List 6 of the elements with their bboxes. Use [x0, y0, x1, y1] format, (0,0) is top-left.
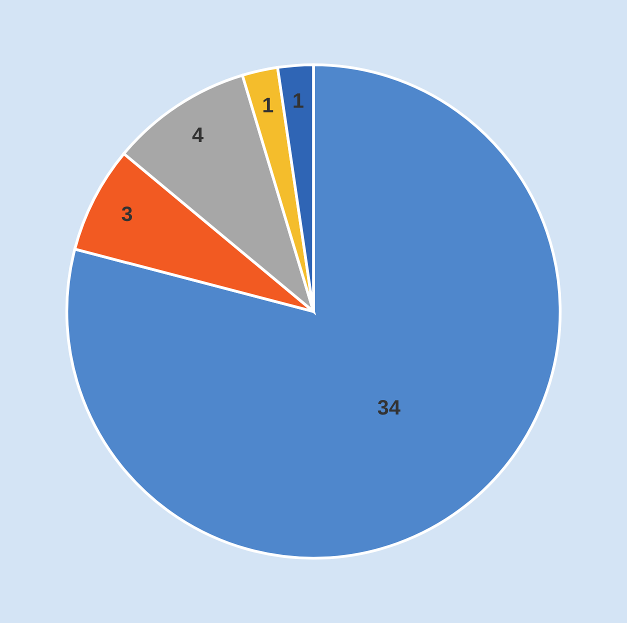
- data-label: 34: [378, 400, 400, 415]
- data-label: 1: [294, 93, 304, 108]
- data-label: 3: [122, 206, 132, 222]
- pie-slice: [65, 63, 562, 560]
- data-label: 1: [263, 98, 274, 112]
- data-label: 4: [192, 128, 204, 142]
